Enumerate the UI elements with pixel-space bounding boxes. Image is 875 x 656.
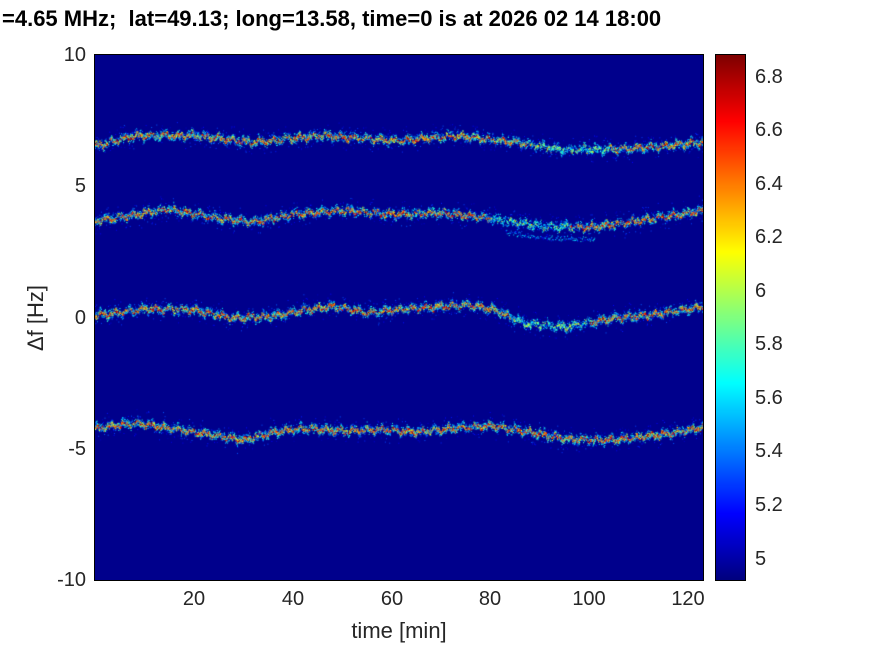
colorbar-tick-5p8: 5.8 — [755, 333, 783, 355]
x-tick-label-40: 40 — [281, 588, 305, 610]
x-tick-label-20: 20 — [182, 588, 206, 610]
colorbar-tick-6p4: 6.4 — [755, 173, 783, 195]
y-tick-label-5: 5 — [74, 175, 86, 197]
plot-area — [94, 54, 704, 581]
colorbar — [715, 54, 746, 581]
y-tick-label-10: 10 — [63, 44, 86, 66]
y-tick-label-m10: -10 — [57, 569, 86, 591]
colorbar-tick-6p6: 6.6 — [755, 119, 783, 141]
colorbar-tick-5p6: 5.6 — [755, 387, 783, 409]
chart-title: =4.65 MHz; lat=49.13; long=13.58, time=0… — [2, 6, 662, 31]
colorbar-tick-5: 5 — [755, 548, 767, 570]
colorbar-tick-6p2: 6.2 — [755, 226, 783, 248]
x-tick-label-100: 100 — [572, 588, 606, 610]
colorbar-tick-5p2: 5.2 — [755, 494, 783, 516]
colorbar-tick-6p8: 6.8 — [755, 66, 783, 88]
heatmap-canvas — [95, 55, 703, 580]
colorbar-tick-6: 6 — [755, 280, 767, 302]
x-axis-label: time [min] — [351, 618, 447, 643]
y-tick-label-0: 0 — [74, 307, 86, 329]
x-tick-label-80: 80 — [478, 588, 502, 610]
x-tick-label-120: 120 — [671, 588, 705, 610]
y-tick-label-m5: -5 — [68, 438, 86, 460]
colorbar-canvas — [716, 55, 745, 580]
colorbar-tick-5p4: 5.4 — [755, 440, 783, 462]
y-axis-label: Δf [Hz] — [23, 284, 48, 352]
x-tick-label-60: 60 — [380, 588, 404, 610]
